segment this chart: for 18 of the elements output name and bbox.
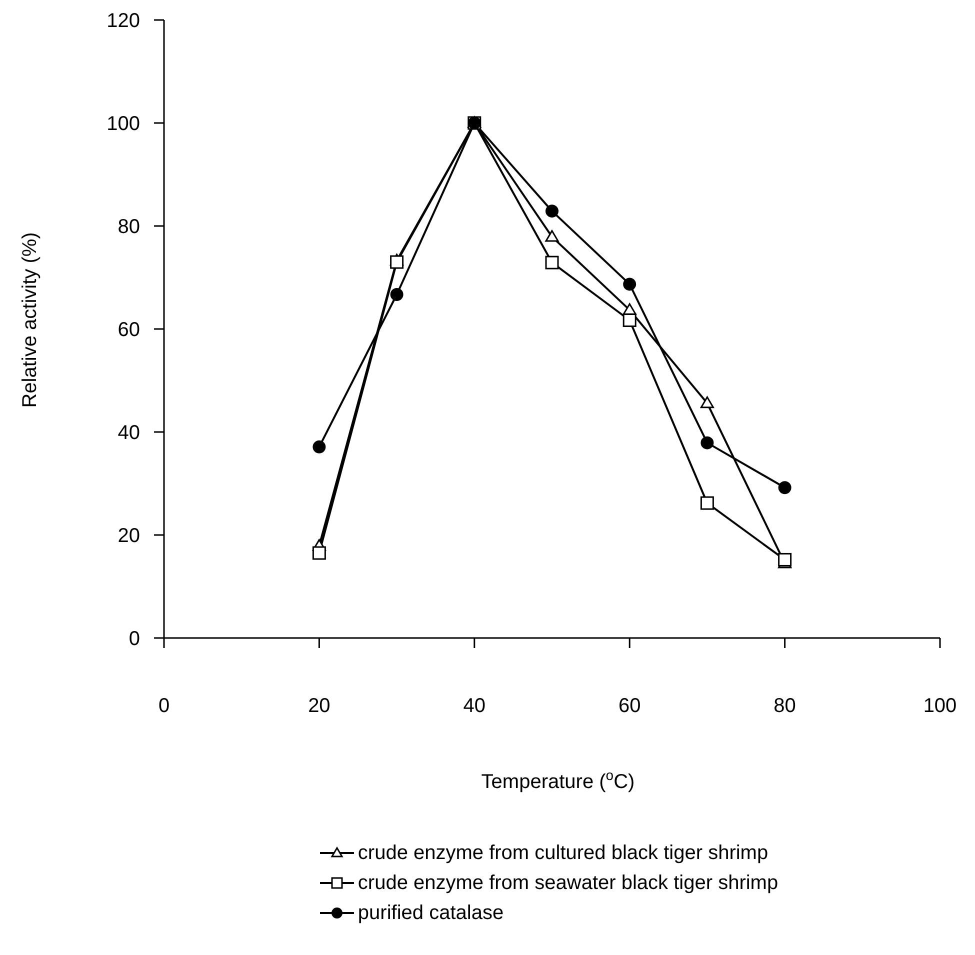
y-axis-title: Relative activity (%) [19, 232, 41, 408]
y-tick-label: 60 [118, 319, 140, 342]
y-tick-label: 120 [106, 10, 140, 32]
x-tick-label: 60 [618, 695, 641, 717]
y-tick-label: 20 [118, 525, 140, 548]
x-axis-title: Temperature ($^{o}$C) [481, 767, 635, 793]
legend-label: purified catalase [358, 902, 504, 924]
x-tick-label: 80 [774, 695, 796, 717]
x-tick-label: 100 [923, 695, 957, 717]
x-tick-label: 20 [308, 695, 330, 717]
y-tick-label: 80 [118, 216, 140, 238]
y-tick-label: 0 [128, 628, 140, 650]
legend-label: crude enzyme from cultured black tiger shrimp [358, 842, 768, 864]
y-tick-label: 40 [118, 422, 140, 444]
x-tick-label: 0 [158, 695, 170, 717]
x-tick-label: 40 [463, 695, 486, 717]
legend-label: crude enzyme from seawater black tiger shrimp [358, 872, 778, 894]
y-tick-label: 100 [106, 113, 140, 136]
